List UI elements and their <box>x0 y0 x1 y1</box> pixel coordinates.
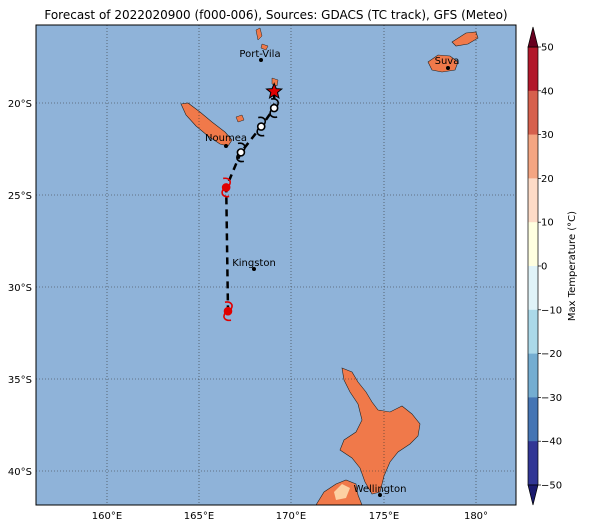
lat-tick-labels: 20°S 25°S 30°S 35°S 40°S <box>8 99 32 478</box>
lat-tick-label: 20°S <box>8 99 32 110</box>
colorbar-tick-label: 30 <box>541 130 554 141</box>
colorbar-tick-label: 10 <box>541 218 554 229</box>
cyclone-icon-red <box>221 177 231 198</box>
grid-lines <box>36 25 516 505</box>
colorbar-tick-label: 20 <box>541 174 554 185</box>
colorbar-band <box>528 47 538 92</box>
colorbar-tick-label: −10 <box>541 305 562 316</box>
colorbar-tick-label: 40 <box>541 86 554 97</box>
colorbar-band <box>528 266 538 311</box>
cyclone-arm-bottom <box>223 312 232 322</box>
colorbar-tick-label: −40 <box>541 437 562 448</box>
colorbar-band <box>528 353 538 398</box>
land-new-caledonia <box>180 102 233 147</box>
land-layer <box>180 27 479 505</box>
cyclone-eye <box>221 183 231 192</box>
land-vanuatu-b <box>260 43 269 51</box>
colorbar-tick-label: 0 <box>541 262 547 273</box>
track-start-star-icon <box>265 82 284 99</box>
colorbar-ticks: 50 40 30 20 10 0 −10 −20 −30 −40 −50 <box>538 43 562 492</box>
lon-tick-label: 175°E <box>369 511 399 522</box>
colorbar-swatches <box>528 47 538 486</box>
colorbar-band <box>528 222 538 267</box>
land-loyalty-islands <box>235 114 245 123</box>
lon-tick-label: 170°E <box>276 511 306 522</box>
map-frame <box>35 24 517 506</box>
land-fiji-vanua-levu <box>451 31 479 47</box>
city-dot-suva <box>446 66 450 70</box>
land-nz-north-island <box>339 367 421 495</box>
city-dot-port-vila <box>259 58 263 62</box>
cyclone-eye <box>223 306 233 316</box>
lat-tick-label: 30°S <box>8 283 32 294</box>
city-label-port-vila: Port-Vila <box>239 49 280 60</box>
cyclone-arm-bottom <box>256 128 265 137</box>
colorbar-band <box>528 90 538 135</box>
city-dot-noumea <box>224 144 228 148</box>
cyclone-arm-bottom <box>236 153 245 163</box>
colorbar-tick-label: −50 <box>541 481 562 492</box>
lon-tick-label: 160°E <box>92 511 122 522</box>
cyclone-arm-top <box>222 177 231 186</box>
colorbar-tick-label: 50 <box>541 43 554 54</box>
cyclone-track <box>221 82 284 322</box>
colorbar-top-arrow <box>527 26 539 48</box>
city-dot-kingston <box>252 267 256 271</box>
cyclone-icon-red <box>223 301 233 322</box>
city-label-suva: Suva <box>435 56 460 67</box>
city-label-wellington: Wellington <box>354 484 407 495</box>
map-title: Forecast of 2022020900 (f000-006), Sourc… <box>44 8 508 22</box>
cyclone-arm-bottom <box>221 189 230 198</box>
colorbar: 50 40 30 20 10 0 −10 −20 −30 −40 −50 Max Temperatu… <box>527 26 578 506</box>
colorbar-tick-label: −30 <box>541 393 562 404</box>
city-dot-wellington <box>378 493 382 497</box>
cyclone-eye <box>256 122 266 131</box>
land-nz-cool-patch <box>334 484 350 500</box>
land-fiji-viti-levu <box>427 54 459 73</box>
land-vanuatu-a <box>255 27 263 41</box>
lat-tick-label: 25°S <box>8 191 32 202</box>
colorbar-bottom-arrow <box>527 484 539 506</box>
colorbar-band <box>528 397 538 442</box>
cyclone-arm-top <box>224 301 233 310</box>
city-label-noumea: Noumea <box>205 133 247 144</box>
colorbar-band <box>528 178 538 223</box>
lon-tick-labels: 160°E 165°E 170°E 175°E 180° <box>92 511 488 522</box>
colorbar-band <box>528 134 538 179</box>
colorbar-tick-label: −20 <box>541 349 562 360</box>
lon-tick-label: 165°E <box>184 511 214 522</box>
cyclone-arm-top <box>258 116 267 125</box>
cyclone-eye <box>269 103 279 113</box>
lat-tick-label: 40°S <box>8 467 32 478</box>
cyclone-arm-top <box>237 142 246 151</box>
colorbar-band <box>528 441 538 486</box>
cyclone-arm-bottom <box>269 109 278 119</box>
colorbar-band <box>528 309 538 354</box>
cyclone-arm-top <box>270 98 279 107</box>
city-label-kingston: Kingston <box>232 258 276 269</box>
lon-tick-label: 180° <box>464 511 488 522</box>
cyclone-icon <box>256 116 267 137</box>
cyclone-icon <box>269 98 279 119</box>
lat-tick-label: 35°S <box>8 375 32 386</box>
cities: Port-Vila Suva Noumea Kingston Wellingto… <box>205 49 459 497</box>
ocean <box>36 25 516 505</box>
cyclone-eye <box>236 148 246 157</box>
cyclone-icon <box>236 142 246 163</box>
colorbar-label: Max Temperature (°C) <box>567 211 578 321</box>
